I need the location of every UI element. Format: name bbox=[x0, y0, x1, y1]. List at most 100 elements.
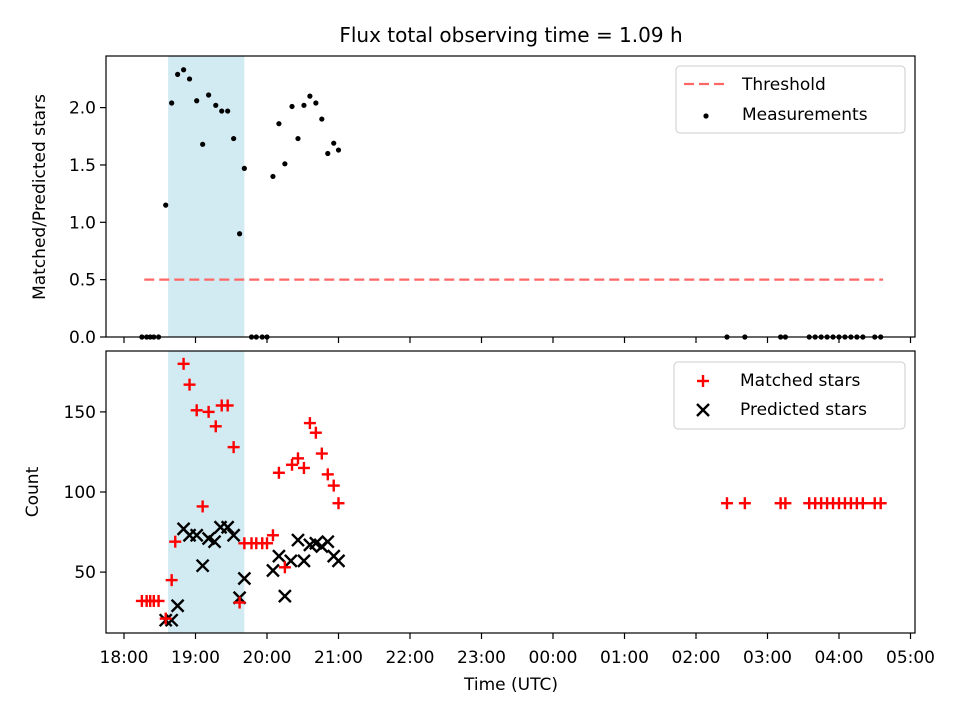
measurement-point bbox=[301, 102, 307, 108]
measurement-point bbox=[194, 98, 200, 104]
measurement-point bbox=[213, 102, 219, 108]
matched-star-point bbox=[720, 497, 733, 510]
predicted-star-point bbox=[220, 520, 235, 535]
matched-star-point bbox=[152, 594, 165, 607]
predicted-star-point bbox=[272, 549, 286, 563]
measurement-point bbox=[331, 140, 337, 146]
x-tick-label: 04:00 bbox=[815, 648, 864, 668]
top-y-axis-label: Matched/Predicted stars bbox=[30, 94, 50, 300]
measurement-point bbox=[180, 67, 187, 73]
bottom-panel: 50 100 150 18:00 19:00 20:00 21:00 22:00 23:00 0… bbox=[23, 350, 935, 695]
top-x-ticks bbox=[123, 337, 912, 343]
bottom-y-tick-label: 150 bbox=[64, 403, 96, 423]
bottom-y-axis: 50 100 150 bbox=[64, 403, 106, 583]
measurement-point bbox=[335, 147, 342, 153]
predicted-star-point bbox=[195, 558, 210, 573]
legend-matched-label: Matched stars bbox=[740, 371, 860, 391]
x-tick-label: 00:00 bbox=[529, 648, 578, 668]
measurement-point bbox=[236, 231, 243, 237]
matched-star-point bbox=[779, 497, 792, 510]
predicted-star-point bbox=[291, 533, 305, 547]
bottom-legend: Matched stars Predicted stars bbox=[673, 361, 906, 430]
measurement-point bbox=[200, 141, 206, 147]
matched-star-point bbox=[221, 399, 234, 412]
measurement-point bbox=[225, 108, 231, 114]
predicted-star-point bbox=[170, 598, 185, 613]
top-panel: 0.00.51.01.52.0 Matched/Predicted stars … bbox=[30, 55, 916, 348]
x-axis-label: Time (UTC) bbox=[463, 675, 558, 695]
matched-star-point bbox=[261, 537, 273, 550]
top-legend-box bbox=[675, 65, 906, 134]
x-tick-label: 19:00 bbox=[171, 648, 220, 668]
matched-star-point bbox=[303, 417, 316, 430]
measurement-point bbox=[241, 165, 247, 171]
top-y-tick-label: 0.0 bbox=[69, 328, 96, 348]
matched-star-point bbox=[266, 529, 279, 542]
matched-star-point bbox=[196, 500, 209, 513]
legend-matched-swatch bbox=[697, 375, 709, 387]
matched-points bbox=[135, 357, 887, 625]
x-tick-label: 23:00 bbox=[457, 648, 506, 668]
x-tick-label: 01:00 bbox=[600, 648, 649, 668]
matched-star-point bbox=[190, 404, 203, 417]
matched-star-point bbox=[177, 357, 190, 370]
legend-measurements-swatch bbox=[703, 113, 709, 119]
matched-star-point bbox=[278, 561, 291, 574]
measurement-point bbox=[289, 103, 295, 110]
x-tick-label: 21:00 bbox=[314, 648, 363, 668]
measurement-point bbox=[206, 92, 212, 98]
top-y-tick-label: 1.0 bbox=[69, 213, 96, 233]
legend-predicted-swatch bbox=[696, 403, 710, 417]
measurement-point bbox=[231, 135, 237, 142]
measurement-point bbox=[319, 116, 325, 122]
matched-star-point bbox=[321, 468, 334, 481]
chart-title: Flux total observing time = 1.09 h bbox=[339, 23, 682, 47]
x-tick-label: 20:00 bbox=[243, 648, 292, 668]
legend-predicted-label: Predicted stars bbox=[740, 400, 867, 420]
predicted-star-point bbox=[237, 571, 252, 586]
measurement-point bbox=[282, 161, 288, 167]
matched-star-point bbox=[291, 452, 304, 465]
matched-star-point bbox=[233, 596, 246, 609]
matched-star-point bbox=[202, 405, 215, 418]
predicted-star-point bbox=[320, 534, 335, 549]
measurement-point bbox=[325, 150, 331, 157]
predicted-star-point bbox=[226, 528, 241, 543]
x-tick-label: 02:00 bbox=[672, 648, 721, 668]
matched-star-point bbox=[227, 441, 240, 454]
x-tick-label: 18:00 bbox=[100, 648, 149, 668]
measurement-point bbox=[219, 108, 225, 114]
measurement-point bbox=[175, 71, 181, 77]
matched-star-point bbox=[738, 497, 751, 510]
predicted-star-point bbox=[189, 528, 204, 543]
bottom-y-axis-label: Count bbox=[23, 466, 43, 517]
x-tick-label: 05:00 bbox=[886, 648, 935, 668]
top-y-tick-label: 1.5 bbox=[69, 156, 96, 176]
top-y-tick-label: 2.0 bbox=[69, 99, 96, 119]
measurement-point bbox=[276, 121, 282, 127]
measurement-point bbox=[163, 202, 169, 208]
matched-star-point bbox=[327, 479, 340, 492]
bottom-y-tick-label: 100 bbox=[64, 483, 96, 503]
predicted-star-point bbox=[207, 534, 222, 549]
matched-star-point bbox=[183, 378, 196, 391]
matched-star-point bbox=[209, 420, 222, 433]
predicted-star-point bbox=[266, 563, 280, 578]
measurement-point bbox=[313, 100, 319, 106]
predicted-star-point bbox=[278, 589, 292, 603]
matched-star-point bbox=[165, 574, 178, 587]
matched-star-point bbox=[309, 426, 322, 439]
bottom-legend-box bbox=[673, 361, 906, 430]
x-tick-label: 22:00 bbox=[386, 648, 435, 668]
predicted-star-point bbox=[331, 554, 346, 568]
predicted-star-point bbox=[283, 554, 298, 568]
matched-star-point bbox=[169, 535, 182, 548]
predicted-points bbox=[158, 520, 346, 628]
matched-star-point bbox=[332, 497, 345, 510]
predicted-star-point bbox=[164, 613, 179, 628]
bottom-plot-frame bbox=[105, 350, 916, 634]
top-y-tick-label: 0.5 bbox=[69, 271, 96, 291]
x-axis: 18:00 19:00 20:00 21:00 22:00 23:00 00:00 01:00… bbox=[100, 633, 935, 668]
measurement-point bbox=[270, 173, 276, 180]
